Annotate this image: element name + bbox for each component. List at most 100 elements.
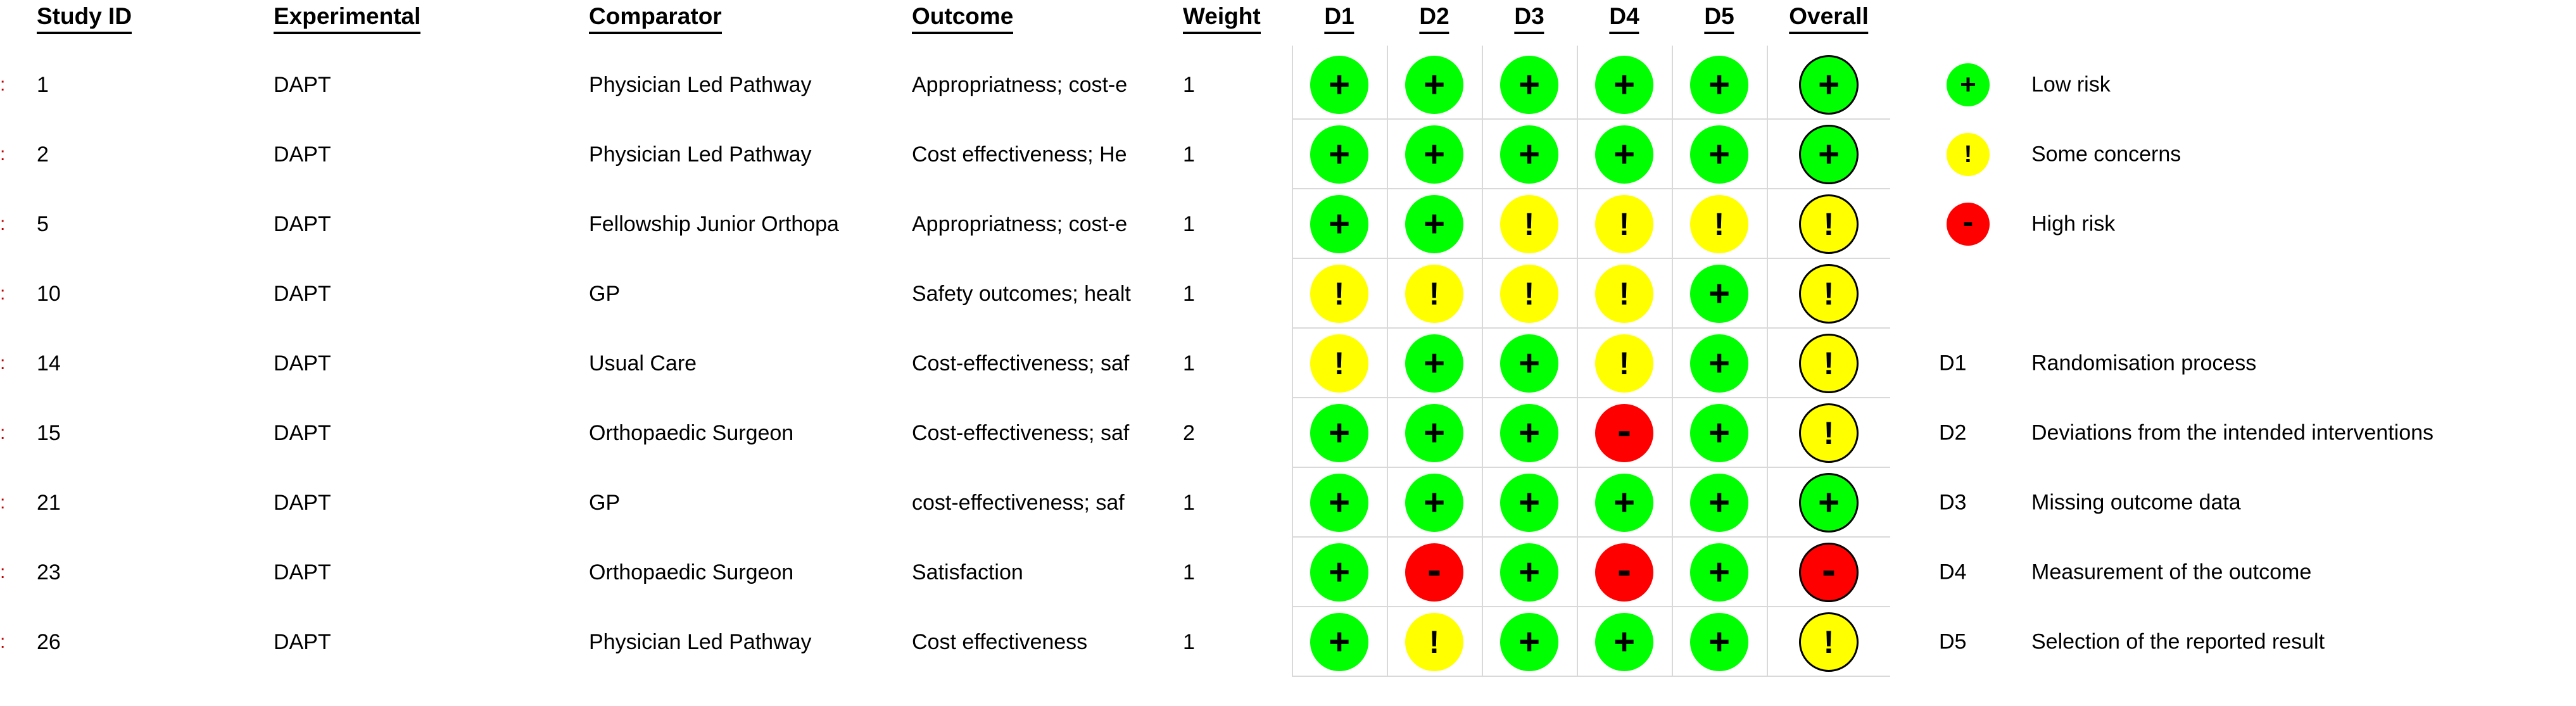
judgement-symbol-some: ! bbox=[1429, 276, 1440, 312]
judgement-circle-low: + bbox=[1405, 474, 1463, 532]
judgement-symbol-low: + bbox=[1329, 134, 1350, 175]
judgement-symbol-some: ! bbox=[1619, 206, 1630, 242]
judgement-symbol-low: + bbox=[1613, 482, 1635, 523]
judgement-circle-some: ! bbox=[1799, 264, 1859, 324]
judgement-circle-low: + bbox=[1595, 613, 1653, 671]
column-header-outcome: Outcome bbox=[912, 3, 1014, 34]
clipped-text-fragment: : bbox=[0, 144, 6, 165]
cell-experimental: DAPT bbox=[274, 630, 331, 654]
cell-experimental: DAPT bbox=[274, 73, 331, 97]
table-row: : 15 DAPT Orthopaedic Surgeon Cost-effective… bbox=[0, 398, 2576, 468]
judgement-circle-some: ! bbox=[1690, 195, 1748, 253]
cell-experimental: DAPT bbox=[274, 421, 331, 445]
judgement-circle-low: + bbox=[1500, 613, 1558, 671]
cell-experimental: DAPT bbox=[274, 351, 331, 375]
cell-study_id: 5 bbox=[37, 212, 49, 236]
cell-comparator: Physician Led Pathway bbox=[589, 73, 812, 97]
clipped-text-fragment: : bbox=[0, 74, 6, 95]
clipped-text-fragment: : bbox=[0, 562, 6, 583]
judgement-symbol-low: + bbox=[1329, 412, 1350, 453]
domain-label-d2: Deviations from the intended interventio… bbox=[2031, 420, 2434, 445]
cell-comparator: GP bbox=[589, 491, 621, 515]
clipped-text-fragment: : bbox=[0, 353, 6, 374]
cell-weight: 1 bbox=[1183, 142, 1195, 167]
cell-outcome: Appropriatness; cost-e bbox=[912, 73, 1128, 97]
grid-line-horizontal bbox=[1292, 397, 1890, 398]
judgement-circle-low: + bbox=[1799, 125, 1859, 184]
judgement-symbol-some: ! bbox=[1823, 346, 1834, 381]
judgement-symbol-low: + bbox=[1424, 134, 1445, 175]
judgement-circle-some: ! bbox=[1500, 265, 1558, 323]
judgement-circle-low: + bbox=[1690, 404, 1748, 462]
clipped-text-fragment: : bbox=[0, 213, 6, 234]
judgement-symbol-low: + bbox=[1329, 621, 1350, 662]
judgement-symbol-low: + bbox=[1613, 134, 1635, 175]
judgement-circle-low: + bbox=[1690, 334, 1748, 393]
judgement-symbol-low: + bbox=[1518, 552, 1540, 593]
legend-label-some: Some concerns bbox=[2031, 142, 2181, 167]
judgement-circle-low: + bbox=[1947, 63, 1990, 106]
table-row: : 5 DAPT Fellowship Junior Orthopa Appropria… bbox=[0, 189, 2576, 259]
judgement-circle-low: + bbox=[1500, 56, 1558, 114]
cell-weight: 1 bbox=[1183, 491, 1195, 515]
cell-study_id: 15 bbox=[37, 421, 61, 445]
cell-outcome: cost-effectiveness; saf bbox=[912, 491, 1125, 515]
judgement-symbol-some: ! bbox=[1524, 206, 1535, 242]
judgement-symbol-low: + bbox=[1329, 552, 1350, 593]
grid-line-vertical bbox=[1577, 46, 1578, 676]
cell-study_id: 21 bbox=[37, 491, 61, 515]
judgement-circle-low: + bbox=[1690, 125, 1748, 184]
judgement-symbol-low: + bbox=[1960, 69, 1976, 100]
cell-outcome: Cost-effectiveness; saf bbox=[912, 351, 1130, 375]
judgement-symbol-low: + bbox=[1708, 343, 1730, 384]
column-header-overall: Overall bbox=[1789, 3, 1869, 34]
judgement-symbol-low: + bbox=[1518, 134, 1540, 175]
judgement-circle-some: ! bbox=[1595, 334, 1653, 393]
judgement-symbol-some: ! bbox=[1823, 276, 1834, 312]
cell-study_id: 10 bbox=[37, 282, 61, 306]
judgement-circle-low: + bbox=[1405, 125, 1463, 184]
cell-comparator: Usual Care bbox=[589, 351, 697, 375]
domain-id-d2: D2 bbox=[1939, 420, 1967, 445]
judgement-symbol-low: + bbox=[1708, 621, 1730, 662]
judgement-circle-some: ! bbox=[1500, 195, 1558, 253]
judgement-circle-low: + bbox=[1500, 474, 1558, 532]
judgement-circle-some: ! bbox=[1799, 403, 1859, 463]
column-header-d5: D5 bbox=[1704, 3, 1734, 34]
judgement-circle-low: + bbox=[1310, 474, 1368, 532]
judgement-circle-low: + bbox=[1500, 334, 1558, 393]
cell-comparator: GP bbox=[589, 282, 621, 306]
judgement-symbol-low: + bbox=[1518, 482, 1540, 523]
grid-line-horizontal bbox=[1292, 467, 1890, 468]
clipped-text-fragment: : bbox=[0, 283, 6, 304]
column-header-weight: Weight bbox=[1183, 3, 1261, 34]
judgement-symbol-high: - bbox=[1427, 546, 1441, 593]
grid-line-horizontal bbox=[1292, 188, 1890, 189]
column-header-experimental: Experimental bbox=[274, 3, 421, 34]
judgement-circle-high: - bbox=[1595, 404, 1653, 462]
judgement-symbol-low: + bbox=[1518, 343, 1540, 384]
judgement-circle-some: ! bbox=[1595, 195, 1653, 253]
cell-comparator: Physician Led Pathway bbox=[589, 630, 812, 654]
domain-id-d5: D5 bbox=[1939, 629, 1967, 654]
grid-line-vertical bbox=[1672, 46, 1673, 676]
judgement-symbol-low: + bbox=[1329, 64, 1350, 105]
grid-line-vertical bbox=[1482, 46, 1483, 676]
grid-line-horizontal bbox=[1292, 606, 1890, 607]
judgement-symbol-low: + bbox=[1613, 621, 1635, 662]
cell-study_id: 14 bbox=[37, 351, 61, 375]
grid-line-horizontal bbox=[1292, 676, 1890, 677]
judgement-symbol-low: + bbox=[1708, 552, 1730, 593]
judgement-symbol-some: ! bbox=[1334, 346, 1345, 381]
cell-outcome: Appropriatness; cost-e bbox=[912, 212, 1128, 236]
judgement-circle-low: + bbox=[1595, 125, 1653, 184]
cell-weight: 1 bbox=[1183, 73, 1195, 97]
judgement-circle-high: - bbox=[1947, 203, 1990, 246]
cell-weight: 1 bbox=[1183, 212, 1195, 236]
judgement-symbol-high: - bbox=[1822, 546, 1836, 593]
judgement-circle-low: + bbox=[1595, 474, 1653, 532]
cell-outcome: Cost effectiveness bbox=[912, 630, 1088, 654]
table-row: : 14 DAPT Usual Care Cost-effectiveness; saf… bbox=[0, 329, 2576, 398]
judgement-circle-low: + bbox=[1690, 613, 1748, 671]
